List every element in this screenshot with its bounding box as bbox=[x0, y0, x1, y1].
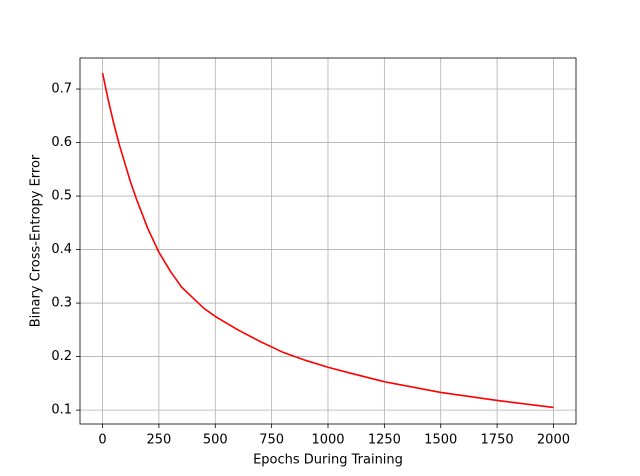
axes-frame bbox=[79, 57, 577, 425]
y-tick-label: 0.2 bbox=[51, 349, 72, 364]
y-axis-label: Binary Cross-Entropy Error bbox=[29, 154, 44, 327]
y-tick-label: 0.6 bbox=[51, 135, 72, 150]
x-tick-label: 1500 bbox=[424, 433, 457, 448]
y-tick-label: 0.4 bbox=[51, 242, 72, 257]
x-tick-label: 1250 bbox=[368, 433, 401, 448]
y-tick-label: 0.1 bbox=[51, 403, 72, 418]
x-tick-label: 2000 bbox=[537, 433, 570, 448]
x-tick-label: 0 bbox=[98, 433, 106, 448]
line-series bbox=[101, 72, 554, 409]
x-tick-label: 1750 bbox=[481, 433, 514, 448]
x-tick-label: 1000 bbox=[311, 433, 344, 448]
x-axis-label: Epochs During Training bbox=[253, 453, 403, 468]
y-tick-label: 0.7 bbox=[51, 82, 72, 97]
x-tick-label: 750 bbox=[259, 433, 284, 448]
y-tick-label: 0.3 bbox=[51, 296, 72, 311]
x-tick-label: 500 bbox=[203, 433, 228, 448]
y-tick-label: 0.5 bbox=[51, 189, 72, 204]
x-tick-label: 250 bbox=[146, 433, 171, 448]
